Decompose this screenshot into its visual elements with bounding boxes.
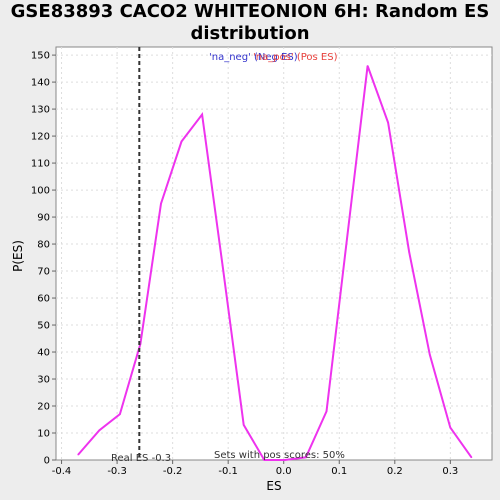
real-es-label: Real ES -0.3 bbox=[111, 453, 171, 464]
chart-title-line-2: distribution bbox=[190, 23, 310, 44]
y-tick-label: 130 bbox=[31, 105, 50, 116]
data-point bbox=[180, 140, 183, 143]
y-tick-label: 50 bbox=[37, 321, 50, 332]
y-tick-label: 0 bbox=[44, 456, 50, 467]
y-tick-label: 20 bbox=[37, 402, 50, 413]
marks bbox=[77, 47, 473, 461]
series-line bbox=[77, 65, 473, 461]
data-point bbox=[221, 264, 224, 267]
data-point bbox=[387, 121, 389, 124]
y-axis-label: P(ES) bbox=[11, 240, 25, 272]
data-point bbox=[428, 353, 431, 356]
x-tick-label: -0.4 bbox=[52, 466, 72, 477]
data-point bbox=[305, 456, 307, 459]
data-point bbox=[119, 413, 121, 415]
data-point bbox=[325, 410, 328, 413]
data-point bbox=[284, 459, 286, 461]
data-point bbox=[346, 237, 348, 240]
y-tick-label: 150 bbox=[31, 51, 50, 62]
grid bbox=[56, 47, 492, 460]
data-point bbox=[263, 459, 266, 461]
x-tick-label: -0.2 bbox=[163, 466, 183, 477]
y-tick-label: 70 bbox=[37, 267, 50, 278]
x-tick-label: 0.3 bbox=[442, 466, 458, 477]
chart-title-line-1: GSE83893 CACO2 WHITEONION 6H: Random ES bbox=[10, 1, 490, 22]
y-tick-label: 60 bbox=[37, 294, 50, 305]
y-tick-label: 40 bbox=[37, 348, 50, 359]
y-tick-label: 110 bbox=[31, 159, 50, 170]
x-tick-label: 0.2 bbox=[387, 466, 403, 477]
pos-scores-annotation: Sets with pos scores: 50% bbox=[214, 450, 345, 461]
data-point bbox=[470, 456, 473, 459]
chart-title: GSE83893 CACO2 WHITEONION 6H: Random ES … bbox=[0, 1, 500, 45]
data-point bbox=[160, 202, 162, 205]
y-tick-label: 80 bbox=[37, 240, 50, 251]
plot-area bbox=[55, 46, 493, 461]
y-tick-label: 120 bbox=[31, 132, 50, 143]
y-tick-label: 100 bbox=[31, 186, 50, 197]
x-tick-label: -0.1 bbox=[218, 466, 238, 477]
data-point bbox=[98, 429, 101, 432]
x-axis-label: ES bbox=[266, 479, 281, 493]
y-tick-label: 90 bbox=[37, 213, 50, 224]
data-point bbox=[449, 426, 452, 429]
data-point bbox=[201, 113, 203, 116]
data-point bbox=[242, 424, 245, 426]
y-tick-label: 10 bbox=[37, 429, 50, 440]
legend-neg-label: 'na_neg' (Neg ES) bbox=[209, 52, 298, 63]
x-tick-label: 0.0 bbox=[276, 466, 292, 477]
x-tick-label: -0.3 bbox=[107, 466, 127, 477]
data-point bbox=[366, 65, 369, 67]
data-point bbox=[77, 453, 80, 456]
axes: 0 10 20 30 40 50 60 70 80 90 100 110 120 130 140 150 -0.… bbox=[31, 51, 458, 477]
data-point bbox=[408, 251, 411, 253]
x-tick-label: 0.1 bbox=[331, 466, 347, 477]
y-tick-label: 30 bbox=[37, 375, 50, 386]
y-tick-label: 140 bbox=[31, 78, 50, 89]
legend-pos-label: 'na_pos' (Pos ES) bbox=[253, 52, 338, 63]
